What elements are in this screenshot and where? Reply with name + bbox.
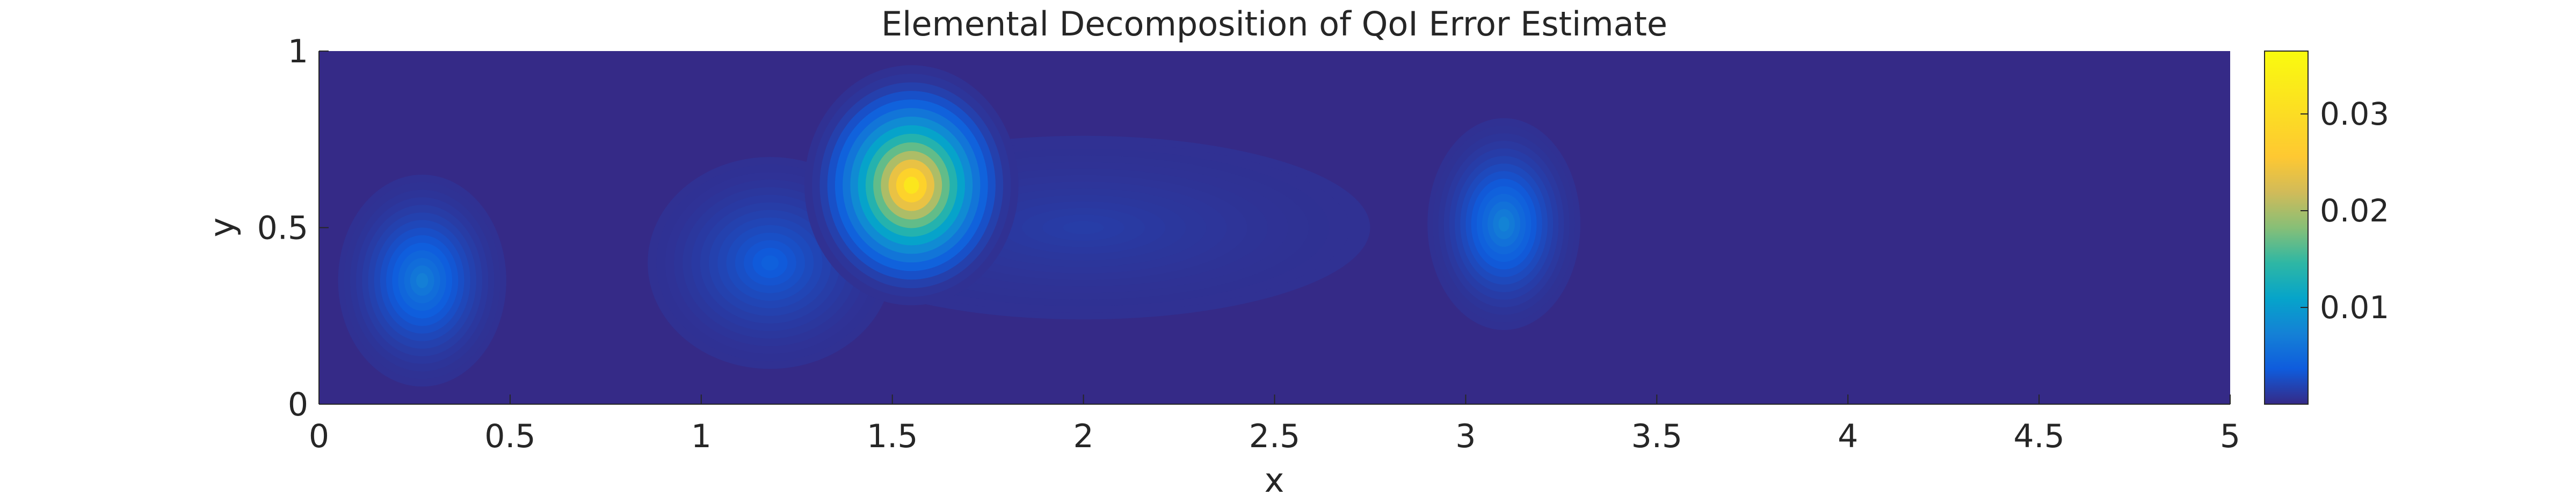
contour-level xyxy=(761,255,779,271)
x-tick-label: 1 xyxy=(691,418,712,455)
x-tick-label: 0.5 xyxy=(484,418,535,455)
heat-feature-lobe-left xyxy=(338,174,506,387)
plot-area xyxy=(319,51,2230,404)
y-tick-label: 0.5 xyxy=(257,210,308,247)
contour-level xyxy=(1498,216,1510,232)
x-tick-label: 1.5 xyxy=(867,418,918,455)
colorbar-gradient xyxy=(2264,51,2309,405)
y-tick-label: 0 xyxy=(288,386,308,424)
heat-feature-lobe-right xyxy=(1427,118,1580,331)
contour-level xyxy=(1063,221,1104,234)
x-tick-label: 4 xyxy=(1838,418,1858,455)
x-tick-label: 0 xyxy=(309,418,329,455)
y-tick-label: 1 xyxy=(288,33,308,70)
y-tick-labels: 00.51 xyxy=(257,33,329,424)
contour-level xyxy=(904,176,919,194)
colorbar-tick-labels: 0.01 0.02 0.03 xyxy=(2301,96,2389,326)
x-tick-label: 3.5 xyxy=(1631,418,1682,455)
colorbar-tick-label: 0.03 xyxy=(2320,96,2389,132)
y-axis-label: y xyxy=(202,218,242,238)
x-tick-label: 4.5 xyxy=(2013,418,2064,455)
x-tick-label: 2 xyxy=(1073,418,1094,455)
contour-level xyxy=(416,272,429,289)
colorbar-tick-label: 0.01 xyxy=(2320,289,2389,326)
x-tick-label: 3 xyxy=(1455,418,1476,455)
heat-features xyxy=(338,65,1580,387)
heat-feature-hotspot xyxy=(804,65,1019,306)
x-tick-labels: 0 0.5 1 1.5 2 2.5 3 3.5 4 4.5 5 xyxy=(309,395,2240,455)
x-tick-label: 2.5 xyxy=(1249,418,1300,455)
chart-title: Elemental Decomposition of QoI Error Est… xyxy=(881,4,1667,44)
x-tick-label: 5 xyxy=(2220,418,2240,455)
colorbar-tick-label: 0.02 xyxy=(2320,192,2389,229)
colorbar: 0.01 0.02 0.03 xyxy=(2264,51,2389,405)
x-axis-label: x xyxy=(1265,461,1285,500)
